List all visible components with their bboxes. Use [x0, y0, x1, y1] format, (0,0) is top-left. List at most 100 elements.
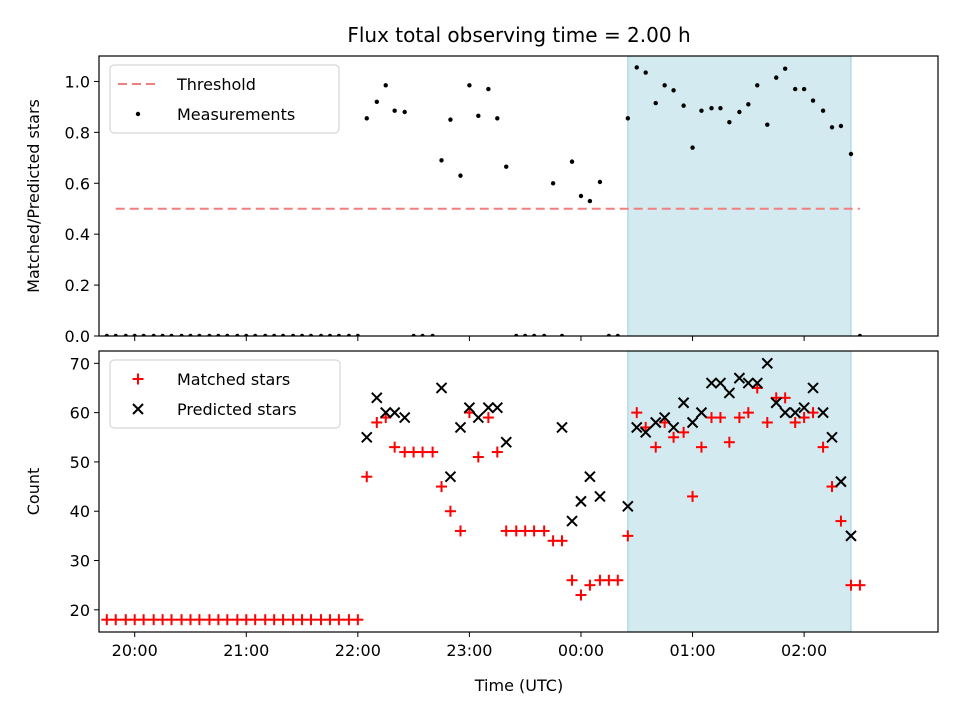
- data-point: [504, 164, 509, 169]
- data-point: [742, 377, 755, 389]
- data-point: [249, 614, 261, 626]
- y-tick-label: 0.4: [65, 225, 90, 244]
- data-point: [686, 416, 699, 429]
- data-point: [166, 614, 178, 626]
- data-point: [838, 123, 844, 129]
- y-tick-label: 20: [70, 601, 90, 620]
- data-point: [333, 614, 345, 626]
- data-point: [138, 614, 150, 626]
- data-point: [723, 387, 736, 399]
- y-axis-label: Matched/Predicted stars: [24, 99, 43, 293]
- data-point: [817, 441, 829, 453]
- data-point: [500, 525, 512, 537]
- data-point: [566, 574, 578, 586]
- legend-label: Threshold: [176, 75, 256, 94]
- data-point: [798, 412, 810, 424]
- data-point: [594, 490, 606, 503]
- y-tick-label: 30: [70, 552, 90, 571]
- data-point: [690, 145, 695, 150]
- x-tick-label: 23:00: [446, 641, 492, 660]
- x-tick-label: 22:00: [335, 641, 381, 660]
- data-point: [746, 102, 751, 107]
- legend-box: [109, 359, 341, 429]
- data-point: [653, 100, 658, 106]
- data-point: [714, 412, 726, 424]
- plot-area: [104, 65, 863, 336]
- data-point: [495, 116, 500, 121]
- data-point: [427, 446, 439, 458]
- data-point: [500, 436, 512, 448]
- data-point: [662, 83, 667, 88]
- data-point: [486, 86, 491, 92]
- data-point: [569, 159, 575, 164]
- data-point: [789, 406, 801, 419]
- data-point: [472, 411, 485, 424]
- data-point: [820, 108, 826, 113]
- data-point: [779, 392, 791, 404]
- data-point: [807, 407, 819, 419]
- legend: Matched stars Predicted stars: [109, 359, 341, 429]
- data-point: [380, 406, 392, 419]
- data-point: [733, 372, 746, 384]
- data-point: [742, 407, 754, 419]
- measurements-series: [104, 65, 863, 336]
- x-axis-label: Time (UTC): [474, 676, 563, 695]
- data-point: [650, 416, 662, 429]
- observing-window-span: [627, 55, 852, 337]
- data-point: [779, 406, 791, 419]
- data-point: [835, 475, 847, 488]
- data-point: [482, 412, 494, 424]
- data-point: [625, 116, 631, 121]
- data-point: [556, 535, 568, 547]
- data-point: [389, 441, 401, 453]
- data-point: [476, 113, 481, 119]
- data-point: [417, 446, 429, 458]
- legend: Threshold Measurements: [109, 64, 340, 134]
- data-point: [792, 86, 798, 92]
- data-point: [371, 416, 383, 428]
- predicted-stars-series: [361, 357, 857, 542]
- matched-stars-series: [101, 382, 866, 626]
- data-point: [463, 401, 476, 414]
- data-point: [695, 441, 707, 453]
- data-point: [364, 116, 369, 121]
- plot-area: [101, 357, 866, 626]
- data-point: [277, 614, 289, 626]
- data-point: [392, 108, 397, 113]
- data-point: [774, 75, 779, 80]
- data-point: [761, 416, 773, 428]
- data-point: [801, 86, 807, 92]
- data-point: [658, 411, 671, 424]
- axes-frame: [98, 55, 939, 337]
- y-tick-label: 0.2: [65, 276, 90, 295]
- data-point: [755, 83, 760, 88]
- data-point: [587, 198, 593, 204]
- data-point: [807, 382, 819, 394]
- data-point: [402, 109, 407, 115]
- data-point: [737, 109, 742, 115]
- data-point: [770, 397, 782, 409]
- data-point: [650, 441, 662, 453]
- y-tick-label: 0.0: [65, 327, 90, 346]
- chart-title: Flux total observing time = 2.00 h: [347, 23, 690, 47]
- data-point: [448, 117, 453, 122]
- data-point: [829, 125, 835, 130]
- legend-entry: Threshold: [118, 75, 256, 94]
- data-point: [826, 481, 838, 493]
- data-point: [622, 530, 634, 542]
- y-tick-label: 60: [70, 404, 90, 423]
- data-point: [528, 525, 540, 537]
- data-point: [584, 471, 596, 483]
- data-point: [435, 382, 448, 394]
- data-point: [667, 421, 680, 434]
- y-tick-label: 50: [70, 453, 90, 472]
- data-point: [681, 103, 686, 108]
- data-point: [472, 451, 484, 463]
- data-point: [733, 412, 745, 424]
- legend-box: [109, 64, 340, 134]
- data-point: [352, 614, 364, 626]
- legend-label: Predicted stars: [177, 400, 297, 419]
- y-tick-label: 0.6: [65, 174, 90, 193]
- data-point: [491, 446, 503, 458]
- data-point: [723, 436, 735, 448]
